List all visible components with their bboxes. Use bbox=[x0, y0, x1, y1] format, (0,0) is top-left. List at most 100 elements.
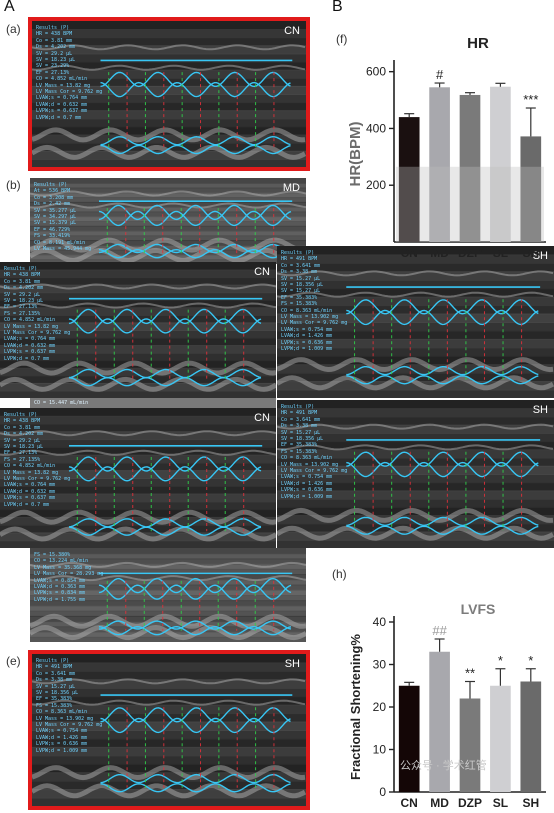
echo-wall-trace bbox=[68, 456, 262, 472]
echo-image-h: Results (P) HR = 491 BPM Co = 3.641 mm D… bbox=[32, 654, 306, 806]
echo-band bbox=[277, 279, 554, 290]
echo-image-f: Results (P) HR = 491 BPM Co = 3.641 mm D… bbox=[277, 400, 554, 548]
subpanel-f-label: (f) bbox=[336, 32, 348, 46]
bar-sl bbox=[490, 86, 511, 242]
echo-graphic bbox=[0, 262, 276, 398]
panel-b-letter: B bbox=[332, 0, 343, 15]
echo-group-label: CN bbox=[254, 266, 270, 278]
echo-band bbox=[30, 615, 306, 623]
echo-band bbox=[0, 454, 276, 464]
echo-wall-trace bbox=[346, 309, 539, 326]
echo-tissue-layer bbox=[277, 291, 554, 298]
echo-band bbox=[32, 29, 306, 39]
echo-band bbox=[30, 197, 306, 203]
echo-wall-trace bbox=[346, 525, 539, 535]
echo-tissue-layer bbox=[277, 525, 554, 541]
echo-group-label: MD bbox=[282, 182, 300, 194]
echo-band bbox=[30, 558, 306, 565]
echo-wall-trace bbox=[68, 526, 262, 536]
echo-band bbox=[30, 563, 306, 570]
echo-band bbox=[277, 457, 554, 467]
echo-wall-trace bbox=[346, 365, 539, 376]
echo-band bbox=[30, 600, 306, 607]
echo-wall-trace bbox=[346, 516, 539, 527]
echo-band bbox=[30, 206, 306, 213]
x-tick-label: SL bbox=[493, 246, 508, 260]
echo-measurements-text: Results (P) HR = 491 BPM Co = 3.641 mm D… bbox=[36, 658, 103, 754]
echo-band bbox=[32, 21, 306, 31]
echo-image-d: Results (P) HR = 491 BPM Co = 3.641 mm D… bbox=[277, 246, 554, 398]
echo-band bbox=[0, 431, 276, 441]
echo-band bbox=[0, 423, 276, 433]
echo-band bbox=[277, 364, 554, 374]
echo-tissue-layer bbox=[0, 360, 276, 376]
echo-measurements-text: Results (P) HR = 491 BPM Co = 3.641 mm D… bbox=[281, 404, 348, 500]
echo-band bbox=[32, 780, 306, 791]
echo-band bbox=[0, 330, 276, 339]
y-tick-label: 600 bbox=[366, 65, 386, 79]
echo-band bbox=[0, 382, 276, 392]
echo-tissue-layer bbox=[32, 144, 306, 160]
echo-band bbox=[30, 254, 306, 261]
echo-image-e: Results (P) HR = 438 BPM Co = 3.81 mm Ds… bbox=[0, 408, 276, 548]
echo-band bbox=[0, 337, 276, 347]
echo-band bbox=[277, 441, 554, 451]
echo-wall-trace bbox=[100, 135, 291, 146]
echo-tissue-layer bbox=[277, 270, 554, 277]
x-tick-label: SL bbox=[493, 796, 508, 810]
echo-wall-trace bbox=[346, 461, 539, 478]
echo-strip: CO = 15.447 mL/min bbox=[30, 398, 276, 408]
echo-band bbox=[32, 53, 306, 63]
echo-tissue-layer bbox=[32, 783, 306, 799]
echo-band bbox=[30, 244, 306, 251]
echo-band bbox=[30, 579, 306, 586]
echo-band bbox=[30, 636, 306, 642]
echo-band bbox=[32, 679, 306, 689]
subpanel-e-label: (e) bbox=[6, 654, 21, 668]
echo-band bbox=[32, 721, 306, 731]
echo-band bbox=[30, 221, 306, 227]
echo-band bbox=[277, 355, 554, 366]
echo-band bbox=[32, 37, 306, 47]
echo-band bbox=[0, 360, 276, 369]
echo-band bbox=[32, 158, 306, 167]
echo-band bbox=[0, 524, 276, 534]
echo-band bbox=[277, 381, 554, 391]
x-tick-label: DZP bbox=[458, 246, 482, 260]
echo-band bbox=[30, 201, 306, 208]
echo-band bbox=[0, 292, 276, 301]
echo-band bbox=[277, 432, 554, 443]
echo-band bbox=[32, 704, 306, 715]
echo-image-a: Results (P) HR = 438 BPM Co = 3.81 mm Ds… bbox=[32, 21, 306, 167]
significance-mark: ** bbox=[465, 666, 475, 681]
echo-tissue-layer bbox=[0, 283, 276, 290]
echo-wall-trace bbox=[100, 144, 291, 155]
echo-band bbox=[277, 465, 554, 475]
echo-band bbox=[277, 506, 554, 517]
echo-tissue-layer bbox=[32, 64, 306, 71]
echo-band bbox=[0, 314, 276, 324]
echo-band bbox=[277, 498, 554, 508]
echo-band bbox=[30, 553, 306, 560]
echo-tissue-layer bbox=[30, 561, 306, 568]
echo-band bbox=[30, 548, 306, 555]
echo-band bbox=[32, 755, 306, 765]
chart-title: LVFS bbox=[461, 601, 496, 617]
echo-band bbox=[32, 789, 306, 799]
echo-band bbox=[277, 246, 554, 256]
echo-wall-trace bbox=[98, 248, 292, 259]
echo-tissue-layer bbox=[277, 444, 554, 451]
lvfs-chart: LVFS Fractional Shortening% 0 10 20 30 40 CN ## M… bbox=[348, 601, 546, 810]
echo-image-b: Results (P) At = 536 BPM Co = 3.208 mm D… bbox=[30, 178, 306, 264]
echo-band bbox=[277, 389, 554, 398]
echo-band bbox=[32, 696, 306, 706]
echo-tissue-layer bbox=[0, 449, 276, 456]
echo-band bbox=[0, 375, 276, 384]
echo-band bbox=[277, 296, 554, 307]
echo-graphic bbox=[277, 400, 554, 548]
echo-band bbox=[30, 230, 306, 237]
echo-band bbox=[32, 713, 306, 723]
echo-band bbox=[0, 509, 276, 518]
echo-band bbox=[32, 102, 306, 112]
echo-wall-trace bbox=[98, 210, 292, 227]
